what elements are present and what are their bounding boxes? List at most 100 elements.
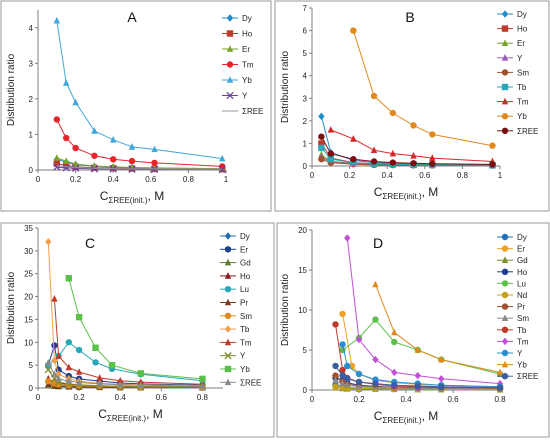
y-tick-label: 25: [24, 270, 33, 279]
data-point: [96, 380, 103, 387]
data-point: [128, 143, 136, 150]
data-point: [62, 134, 70, 142]
data-point: [117, 376, 124, 384]
data-point: [339, 372, 346, 379]
legend-label: Lu: [517, 279, 526, 288]
legend-item: Tm: [220, 338, 252, 347]
x-axis-label-subscript: ΣREE(init.): [108, 196, 148, 205]
legend-label: Pr: [517, 303, 525, 312]
data-point: [372, 316, 379, 323]
legend: Dy Ho Er Y Sm Tb Tm Yb ΣREE: [497, 10, 538, 136]
legend-item: Pr: [497, 303, 525, 312]
legend-label: ΣREE: [242, 107, 263, 116]
series-line: [56, 20, 223, 160]
panel-letter: A: [127, 9, 137, 25]
data-point: [65, 377, 73, 384]
y-tick-label: 1: [303, 139, 308, 148]
legend-item: Er: [497, 245, 525, 254]
legend-marker: [224, 232, 232, 240]
series-Tm: [344, 234, 504, 388]
legend-marker: [224, 246, 232, 253]
x-tick-label: 0.8: [494, 395, 506, 404]
data-point: [327, 156, 334, 163]
data-point: [55, 375, 62, 382]
y-tick-label: 4: [29, 24, 34, 33]
data-point: [117, 381, 124, 388]
data-point: [110, 135, 117, 143]
data-point: [65, 363, 73, 371]
legend-marker: [501, 326, 509, 333]
x-axis-label-subscript: ΣREE(init.): [382, 192, 422, 201]
data-point: [332, 362, 339, 370]
x-tick-label: 0.8: [457, 171, 469, 180]
x-axis-label: CΣREE(init.), M: [374, 409, 439, 425]
legend-marker: [501, 349, 509, 357]
data-point: [429, 131, 436, 138]
legend-label: Er: [240, 245, 248, 254]
data-point: [391, 328, 398, 336]
y-tick-label: 5: [29, 361, 34, 370]
legend-item: Gd: [497, 256, 528, 265]
series-line: [352, 30, 493, 147]
data-point: [96, 374, 103, 381]
legend-item: Yb: [220, 365, 250, 374]
data-point: [128, 157, 136, 165]
legend-item: Ho: [222, 30, 253, 39]
data-point: [219, 163, 226, 170]
panel-letter: C: [85, 235, 95, 251]
data-point: [90, 165, 99, 173]
data-point: [391, 338, 398, 346]
legend-label: Ho: [517, 25, 528, 34]
x-axis-label-unit: , M: [422, 409, 439, 423]
series-line: [56, 165, 223, 170]
x-axis-label-unit: , M: [422, 185, 439, 199]
y-tick-label: 0: [29, 166, 34, 175]
legend-label: Y: [517, 349, 523, 358]
legend-label: ΣREE: [240, 378, 261, 387]
series-ΣREE: [56, 165, 223, 170]
x-axis-label: CΣREE(init.), M: [98, 407, 163, 423]
data-point: [91, 127, 98, 134]
panel-C: 0 0.2 0.4 0.6 0.8 0 5 10 15 20 25 30 35 Distribution …: [0, 222, 275, 438]
y-tick-label: 0: [29, 384, 34, 393]
panel-frame: [0, 222, 275, 438]
legend-item: Sm: [497, 314, 529, 323]
data-point: [63, 157, 70, 164]
legend-label: Tm: [517, 98, 529, 107]
data-point: [391, 382, 398, 389]
legend-marker: [501, 256, 509, 263]
legend-label: Yb: [242, 76, 252, 85]
x-tick-label: 0.6: [145, 175, 157, 184]
x-tick-label: 0: [310, 395, 315, 404]
data-point: [110, 156, 117, 163]
data-point: [370, 158, 378, 165]
legend-marker: [226, 61, 234, 68]
x-axis-label-main: C: [100, 189, 109, 203]
legend-item: Dy: [220, 232, 250, 241]
legend-item: Tm: [222, 61, 254, 70]
data-point: [389, 159, 397, 166]
data-point: [55, 352, 62, 359]
legend-item: Sm: [497, 68, 529, 77]
legend-item: ΣREE: [220, 378, 261, 387]
legend-label: Er: [517, 39, 525, 48]
panel-letter: B: [405, 9, 414, 25]
data-point: [137, 381, 144, 389]
legend-item: Y: [220, 352, 246, 361]
y-tick-label: 4: [303, 72, 308, 81]
series-Yb: [350, 27, 496, 149]
data-point: [372, 280, 379, 288]
legend-item: Ho: [220, 272, 251, 281]
data-point: [62, 164, 70, 172]
legend-marker: [501, 268, 509, 275]
x-tick-label: 1: [498, 171, 503, 180]
legend-item: Er: [497, 39, 525, 48]
x-tick-label: 0.6: [156, 393, 168, 402]
data-point: [372, 380, 379, 387]
data-point: [63, 79, 70, 86]
legend-marker: [224, 272, 232, 279]
x-axis-label: CΣREE(init.), M: [374, 185, 439, 201]
panel-frame: [0, 0, 272, 212]
legend-item: Lu: [220, 285, 249, 294]
data-point: [71, 164, 80, 172]
